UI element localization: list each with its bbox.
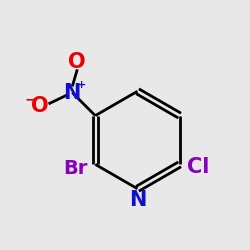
- Text: O: O: [31, 96, 48, 116]
- Text: N: N: [129, 190, 146, 210]
- Text: N: N: [64, 83, 81, 103]
- Text: Cl: Cl: [187, 157, 210, 177]
- Text: Br: Br: [64, 159, 88, 178]
- Text: O: O: [68, 52, 86, 72]
- Text: +: +: [77, 80, 86, 90]
- Text: −: −: [25, 92, 36, 106]
